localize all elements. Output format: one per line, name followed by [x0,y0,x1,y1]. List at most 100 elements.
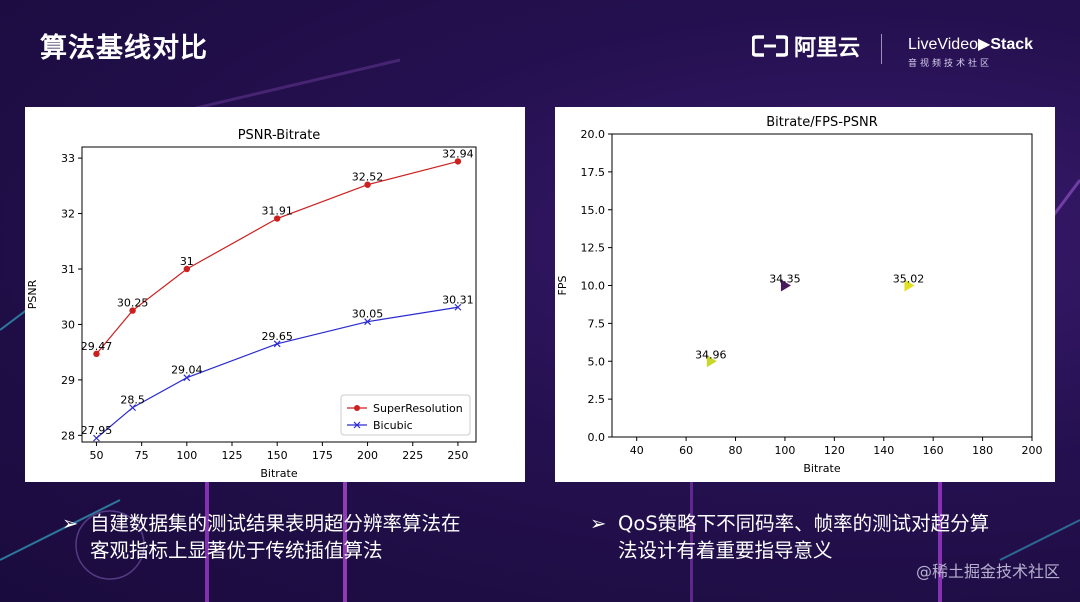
lvs-logo-main: Video [937,36,978,53]
legend-label: SuperResolution [373,402,463,415]
series-line-superresolution [95,160,459,355]
bullet-arrow-icon: ➢ [590,512,607,535]
x-tick-label: 75 [135,449,149,462]
data-point-bicubic [183,374,191,382]
livevideostack-logo: LiveVideo▶Stack 音视频技术社区 [908,34,1033,69]
bullet-right-line-1: QoS策略下不同码率、帧率的测试对超分算 [618,512,990,535]
data-point-bicubic [129,404,137,412]
data-label: 29.65 [261,330,293,343]
data-label: 31 [180,255,194,268]
legend-label: Bicubic [373,419,413,432]
x-axis-label: Bitrate [803,462,840,475]
legend-box [340,394,471,436]
y-tick-label: 10.0 [581,280,606,293]
lvs-logo-subtitle: 音视频技术社区 [908,59,993,69]
data-label: 28.5 [120,394,145,407]
lvs-logo-prefix: Live [908,36,938,53]
x-tick-label: 175 [312,449,333,462]
scatter-point [780,279,791,292]
chart-title: Bitrate/FPS-PSNR [766,115,878,130]
data-point-bicubic [364,318,371,326]
y-tick-label: 32 [61,208,75,221]
data-point-superresolution [129,307,136,314]
x-tick-label: 200 [1022,444,1043,457]
point-label: 35.02 [893,273,925,286]
x-tick-label: 150 [267,449,288,462]
data-label: 30.05 [352,308,384,321]
y-tick-label: 17.5 [581,166,606,179]
aliyun-bracket-icon [752,35,788,57]
x-tick-label: 125 [222,449,243,462]
data-point-bicubic [273,340,281,348]
lvs-logo-suffix: Stack [990,36,1034,53]
x-tick-label: 225 [402,449,423,462]
chart-panel-right: Bitrate/FPS-PSNR Bitrate FPS 40 60 80 100 120 14… [555,107,1055,482]
data-label: 30.31 [442,293,474,306]
chart-title: PSNR-Bitrate [238,128,321,143]
y-tick-label: 12.5 [581,242,606,255]
data-point-superresolution [364,181,371,188]
x-tick-label: 160 [923,444,944,457]
point-label: 34.96 [695,348,727,361]
y-tick-label: 33 [61,152,75,165]
play-icon: ▶ [978,36,991,53]
data-label: 31.91 [261,205,293,218]
x-tick-label: 180 [972,444,993,457]
legend-marker [354,405,360,411]
x-tick-label: 40 [630,444,644,457]
data-point-bicubic [454,303,462,311]
logo-divider [881,34,882,64]
y-tick-label: 15.0 [581,204,606,217]
y-tick-label: 28 [61,429,75,442]
scatter-point [706,355,717,368]
x-tick-label: 250 [447,449,468,462]
aliyun-logo-text: 阿里云 [794,36,861,61]
y-tick-label: 29 [61,374,75,387]
y-tick-label: 7.5 [588,317,606,330]
plot-frame [611,133,1033,438]
bullet-right: ➢ QoS策略下不同码率、帧率的测试对超分算 法设计有着重要指导意义 [590,510,1060,570]
data-label: 30.25 [117,297,149,310]
y-axis-label: PSNR [26,279,39,309]
data-label: 29.47 [81,340,113,353]
bullet-arrow-icon: ➢ [62,512,79,535]
data-label: 32.52 [352,171,384,184]
x-axis-label: Bitrate [260,467,297,480]
y-axis-label: FPS [556,276,569,296]
data-label: 32.94 [442,147,474,160]
y-tick-label: 20.0 [581,128,606,141]
x-tick-label: 140 [873,444,894,457]
bullet-right-line-2: 法设计有着重要指导意义 [618,539,833,562]
y-tick-label: 2.5 [588,393,606,406]
slide-title: 算法基线对比 [40,33,208,64]
point-label: 34.35 [769,273,801,286]
plot-frame [81,146,477,443]
y-tick-label: 5.0 [588,355,606,368]
y-tick-label: 30 [61,318,75,331]
bitrate-fps-psnr-chart: Bitrate/FPS-PSNR Bitrate FPS 40 60 80 100 120 14… [556,115,1043,475]
watermark: @稀土掘金技术社区 [915,562,1060,581]
series-line-bicubic [96,306,459,439]
aliyun-logo: 阿里云 [752,30,860,62]
x-tick-label: 60 [679,444,693,457]
data-point-superresolution [183,265,191,273]
data-point-bicubic [93,434,100,442]
x-tick-label: 120 [824,444,845,457]
x-tick-label: 50 [89,449,103,462]
data-point-superresolution [454,158,462,165]
y-tick-label: 31 [61,263,75,276]
bullet-left-line-1: 自建数据集的测试结果表明超分辨率算法在 [90,512,461,535]
y-tick-label: 0.0 [588,431,606,444]
data-label: 29.04 [171,364,203,377]
x-tick-label: 100 [176,449,197,462]
bullet-left: ➢ 自建数据集的测试结果表明超分辨率算法在 客观指标上显著优于传统插值算法 [62,510,522,570]
data-label: 27.95 [81,424,113,437]
legend-marker [353,421,361,429]
data-point-superresolution [93,350,100,358]
bullet-left-line-2: 客观指标上显著优于传统插值算法 [90,539,383,562]
psnr-bitrate-chart: PSNR-Bitrate Bitrate PSNR 50 75 100 125 150 175 2… [26,128,477,480]
x-tick-label: 100 [774,444,795,457]
x-tick-label: 200 [357,449,378,462]
chart-panel-left: PSNR-Bitrate Bitrate PSNR 50 75 100 125 150 175 2… [25,107,525,482]
x-tick-label: 80 [729,444,743,457]
